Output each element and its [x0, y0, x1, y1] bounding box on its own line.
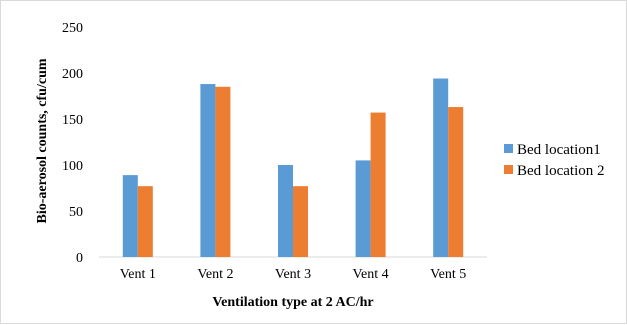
x-tick-label: Vent 3	[275, 267, 311, 282]
y-tick-label: 200	[62, 67, 83, 82]
bar-2-vent-3	[293, 186, 308, 257]
bar-2-vent-5	[448, 107, 464, 257]
x-axis-title: Ventilation type at 2 AC/hr	[212, 295, 373, 310]
bar-1-vent-2	[200, 84, 216, 257]
legend-swatch	[504, 144, 513, 153]
x-tick-label: Vent 2	[197, 267, 233, 282]
legend-label: Bed location 2	[517, 163, 604, 179]
x-tick-label: Vent 5	[430, 267, 466, 282]
legend-label: Bed location1	[517, 142, 601, 158]
bar-1-vent-3	[278, 165, 293, 257]
x-tick-label: Vent 1	[120, 267, 156, 282]
bar-1-vent-4	[355, 160, 371, 257]
bar-2-vent-1	[137, 186, 153, 257]
bars	[122, 78, 464, 258]
y-tick-label: 0	[76, 251, 83, 266]
y-tick-label: 100	[62, 159, 83, 174]
y-axis-title: Bio-aerosol counts, cfu/cum	[35, 58, 50, 223]
bar-1-vent-1	[122, 175, 138, 257]
y-tick-label: 150	[62, 113, 83, 128]
bar-2-vent-4	[370, 112, 386, 257]
x-axis-ticks: Vent 1 Vent 2 Vent 3 Vent 4 Vent 5	[120, 267, 467, 282]
legend: Bed location1 Bed location 2	[504, 142, 604, 179]
bar-1-vent-5	[433, 78, 449, 258]
x-tick-label: Vent 4	[353, 267, 389, 282]
bar-2-vent-2	[215, 86, 231, 257]
y-axis-ticks: 0 50 100 150 200 250	[62, 21, 83, 266]
legend-swatch	[504, 165, 513, 174]
y-tick-label: 50	[69, 205, 83, 220]
y-tick-label: 250	[62, 21, 83, 36]
